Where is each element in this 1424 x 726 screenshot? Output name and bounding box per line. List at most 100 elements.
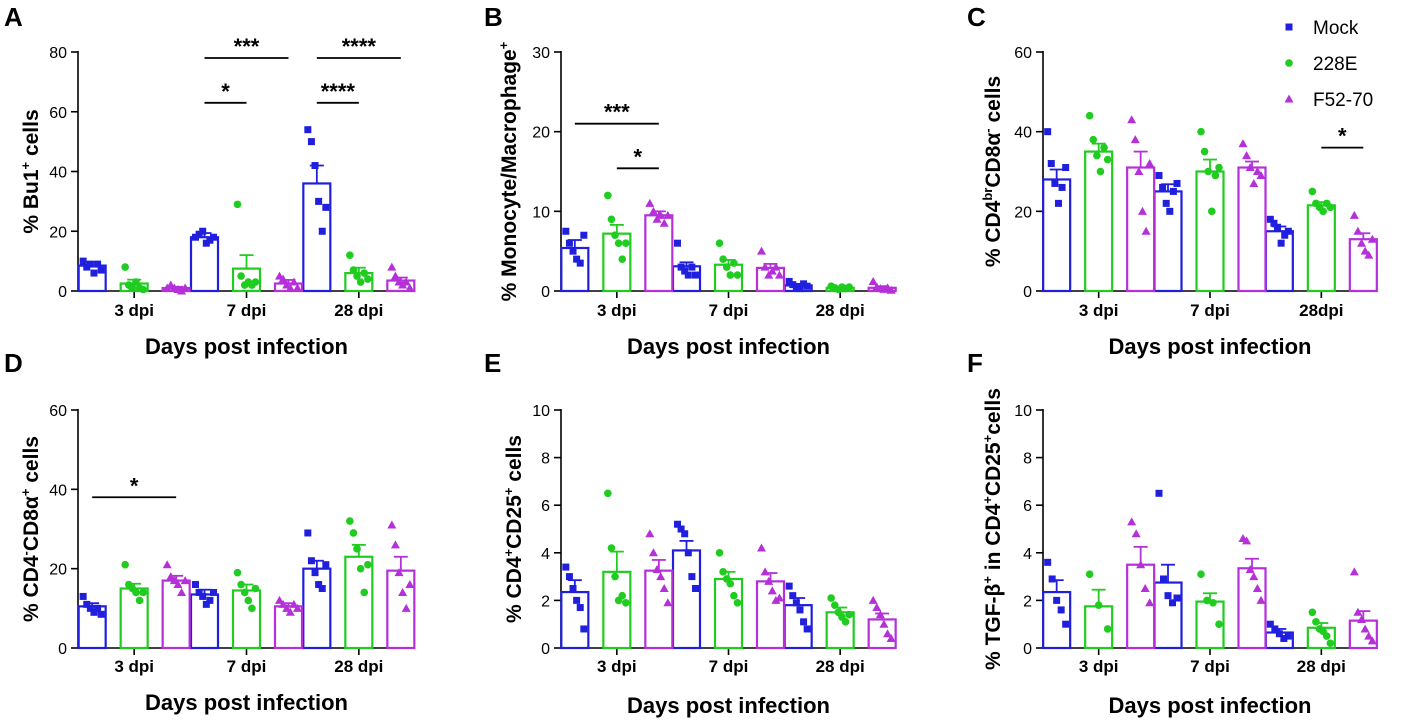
x-tick-label: 3 dpi: [114, 657, 154, 676]
data-point: [293, 283, 302, 292]
x-tick-label: 3 dpi: [1079, 657, 1119, 676]
significance-label: ****: [321, 79, 356, 104]
data-point: [1094, 601, 1103, 609]
data-point: [390, 540, 400, 549]
data-point: [1145, 598, 1155, 607]
data-point: [1130, 135, 1140, 144]
data-point: [1062, 164, 1070, 172]
data-point: [1044, 128, 1052, 136]
significance-label: ***: [604, 100, 630, 125]
x-tick-label: 7 dpi: [1190, 301, 1230, 320]
data-point: [1364, 250, 1374, 259]
data-point: [827, 594, 835, 602]
panel-letter: B: [484, 2, 503, 32]
data-point: [576, 604, 584, 612]
data-point: [1051, 179, 1059, 187]
data-point: [1280, 634, 1288, 642]
data-point: [405, 283, 415, 292]
data-point: [659, 584, 669, 592]
data-point: [845, 610, 853, 619]
data-point: [580, 625, 588, 633]
data-point: [282, 603, 292, 612]
panel-letter: A: [4, 2, 23, 32]
y-tick-label: 40: [49, 482, 67, 499]
data-point: [1245, 163, 1255, 172]
data-point: [210, 233, 217, 241]
bar-mock: [302, 567, 332, 650]
y-tick-label: 0: [58, 284, 67, 301]
data-point: [79, 592, 87, 600]
y-tick-label: 6: [1023, 498, 1032, 515]
data-point: [139, 588, 147, 597]
data-point: [251, 278, 260, 286]
x-tick-label: 28 dpi: [816, 657, 865, 676]
data-point: [573, 596, 581, 604]
data-point: [872, 603, 882, 612]
data-point: [169, 576, 179, 585]
data-point: [663, 598, 673, 607]
y-tick-label: 60: [1014, 45, 1032, 62]
data-point: [195, 588, 203, 596]
data-point: [1141, 226, 1151, 235]
data-point: [659, 218, 669, 227]
data-point: [90, 608, 98, 616]
legend-marker-f52-70: [1284, 94, 1294, 103]
data-point: [785, 582, 793, 590]
data-point: [726, 271, 735, 279]
y-axis-title: % CD4+CD25+ cells: [501, 435, 526, 623]
x-tick-label: 28 dpi: [334, 657, 383, 676]
y-tick-label: 2: [541, 593, 550, 610]
data-point: [1204, 167, 1212, 176]
data-point: [674, 520, 681, 528]
panel-f: F 0 2 4 6 8 10 3 dpi 7 dpi 28 dpi Days post infect…: [967, 348, 1378, 718]
data-point: [645, 198, 655, 207]
y-axis-title: % CD4-CD8α+ cells: [18, 436, 43, 622]
data-point: [730, 259, 738, 267]
data-point: [1326, 203, 1335, 212]
data-point: [648, 548, 658, 557]
y-tick-label: 20: [49, 562, 67, 579]
data-point: [79, 257, 87, 265]
data-point: [285, 607, 295, 616]
data-point: [886, 285, 896, 294]
data-point: [785, 277, 793, 285]
data-point: [318, 227, 326, 235]
x-tick-label: 28 dpi: [1297, 657, 1346, 676]
data-point: [1085, 570, 1094, 579]
x-tick-label: 3 dpi: [114, 301, 154, 320]
data-point: [652, 564, 662, 573]
significance-label: ****: [342, 34, 377, 59]
data-point: [1249, 572, 1259, 581]
y-tick-label: 0: [541, 284, 550, 301]
data-point: [364, 275, 372, 283]
panel-letter: C: [967, 2, 986, 32]
data-point: [674, 239, 681, 247]
data-point: [800, 280, 808, 288]
data-point: [1136, 560, 1146, 569]
data-point: [346, 251, 354, 259]
data-point: [315, 581, 323, 589]
data-point: [733, 598, 742, 607]
data-point: [121, 263, 129, 271]
data-point: [360, 269, 369, 277]
bar-mock: [671, 549, 702, 650]
legend-label: Mock: [1313, 18, 1359, 39]
x-axis-title: Days post infection: [145, 690, 348, 715]
y-tick-label: 4: [1023, 546, 1032, 563]
data-point: [206, 236, 214, 244]
data-point: [760, 567, 770, 576]
data-point: [868, 276, 878, 285]
significance-label: *: [1338, 124, 1347, 149]
data-point: [789, 281, 797, 289]
data-point: [792, 283, 800, 291]
data-point: [1266, 620, 1274, 628]
x-tick-label: 3 dpi: [1079, 301, 1119, 320]
data-point: [562, 227, 570, 235]
data-point: [90, 269, 98, 277]
data-point: [405, 580, 415, 589]
data-point: [289, 277, 299, 286]
data-point: [1266, 215, 1274, 223]
data-point: [356, 278, 365, 286]
data-point: [684, 549, 692, 557]
